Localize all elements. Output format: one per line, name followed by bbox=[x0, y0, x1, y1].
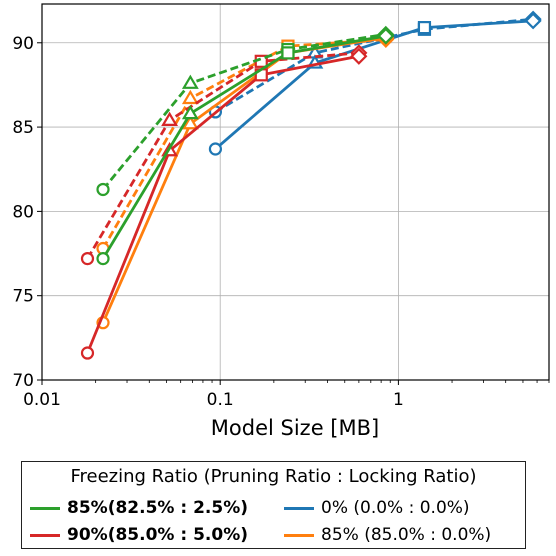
x-tick-label: 1 bbox=[393, 390, 404, 410]
data-point-diamond bbox=[377, 27, 395, 45]
series-line bbox=[101, 38, 386, 250]
legend-item-0: 0% (0.0% : 0.0%) bbox=[284, 498, 470, 518]
data-point-square bbox=[417, 21, 432, 35]
y-tick-label: 70 bbox=[12, 371, 34, 391]
legend-item-85-nolock: 85% (85.0% : 0.0%) bbox=[284, 525, 491, 545]
series-layer bbox=[80, 10, 542, 360]
chart: 70 75 80 85 90 0.01 0.1 1 Model Size [MB] bbox=[12, 3, 550, 440]
series-line bbox=[101, 34, 387, 260]
legend-swatch-red bbox=[30, 533, 60, 537]
legend-swatch-blue bbox=[284, 506, 314, 510]
data-point-diamond bbox=[350, 47, 368, 65]
legend-swatch-green bbox=[30, 506, 60, 510]
data-point-circle bbox=[96, 252, 110, 266]
legend-label: 85%(82.5% : 2.5%) bbox=[67, 498, 248, 518]
data-point-triangle bbox=[181, 74, 199, 89]
data-point-circle bbox=[80, 346, 95, 360]
axis-ticks: 70 75 80 85 90 0.01 0.1 1 bbox=[12, 34, 550, 410]
series-group bbox=[96, 27, 395, 266]
data-point-triangle bbox=[181, 89, 199, 105]
data-point-square bbox=[281, 46, 295, 60]
plot-frame bbox=[41, 3, 550, 381]
legend-label: 0% (0.0% : 0.0%) bbox=[321, 498, 470, 518]
y-tick-label: 90 bbox=[12, 34, 34, 54]
legend: Freezing Ratio (Pruning Ratio : Locking … bbox=[21, 461, 526, 549]
legend-label: 90%(85.0% : 5.0%) bbox=[67, 525, 248, 545]
y-tick-label: 85 bbox=[12, 118, 34, 138]
y-tick-label: 80 bbox=[12, 202, 34, 222]
series-line bbox=[214, 19, 534, 151]
data-point-circle bbox=[96, 182, 110, 197]
grid-lines bbox=[41, 4, 549, 381]
legend-item-85-locking: 85%(82.5% : 2.5%) bbox=[30, 498, 248, 518]
series-line bbox=[86, 54, 360, 354]
x-tick-label: 0.01 bbox=[23, 390, 61, 410]
series-group bbox=[80, 47, 368, 360]
data-point-triangle bbox=[181, 104, 199, 120]
series-group bbox=[80, 44, 368, 266]
data-point-circle bbox=[80, 252, 95, 266]
x-tick-label: 0.1 bbox=[207, 390, 234, 410]
data-point-diamond bbox=[524, 12, 542, 30]
legend-label: 85% (85.0% : 0.0%) bbox=[321, 525, 492, 545]
y-tick-label: 75 bbox=[12, 287, 34, 307]
data-point-triangle bbox=[181, 115, 199, 130]
x-axis-label: Model Size [MB] bbox=[211, 416, 379, 440]
legend-swatch-orange bbox=[284, 533, 314, 537]
legend-item-90-locking: 90%(85.0% : 5.0%) bbox=[30, 525, 248, 545]
series-line bbox=[101, 32, 387, 191]
series-line bbox=[86, 51, 359, 260]
legend-title: Freezing Ratio (Pruning Ratio : Locking … bbox=[70, 466, 477, 487]
data-point-circle bbox=[208, 142, 223, 156]
data-point-triangle bbox=[161, 111, 179, 126]
